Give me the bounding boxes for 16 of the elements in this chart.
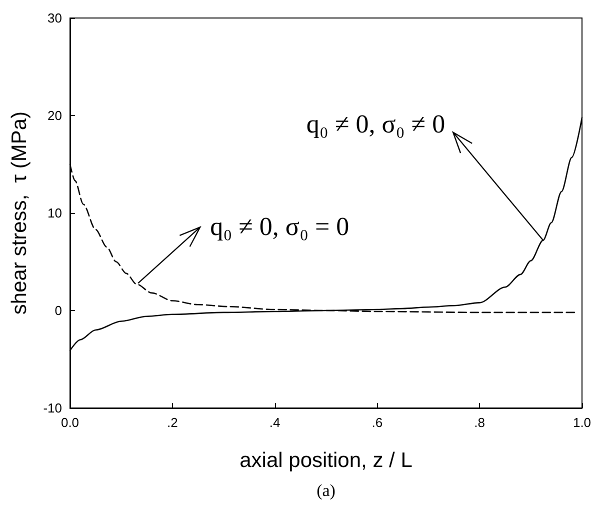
- text: (a): [316, 481, 336, 500]
- y-tick-label: 0: [54, 303, 62, 318]
- x-tick-label: .4: [269, 415, 280, 430]
- x-tick-label: .8: [474, 415, 486, 430]
- x-tick-label: .6: [372, 415, 383, 430]
- y-tick-label: 30: [48, 10, 62, 26]
- x-tick-label: 1.0: [572, 415, 592, 430]
- y-tick-label: -10: [43, 400, 62, 416]
- y-axis-title: shear stress, τ (MPa): [8, 111, 31, 315]
- x-tick-label: .2: [166, 415, 178, 430]
- x-axis-title: axial position, z / L: [240, 449, 412, 472]
- y-tick-label: 20: [48, 108, 62, 123]
- x-tick-label: 0.0: [60, 415, 80, 430]
- y-tick-label: 10: [48, 206, 62, 220]
- annotation: q₀ ≠ 0, σ₀ = 0: [210, 212, 350, 242]
- annotation: q₀ ≠ 0, σ₀ ≠ 0: [306, 109, 446, 138]
